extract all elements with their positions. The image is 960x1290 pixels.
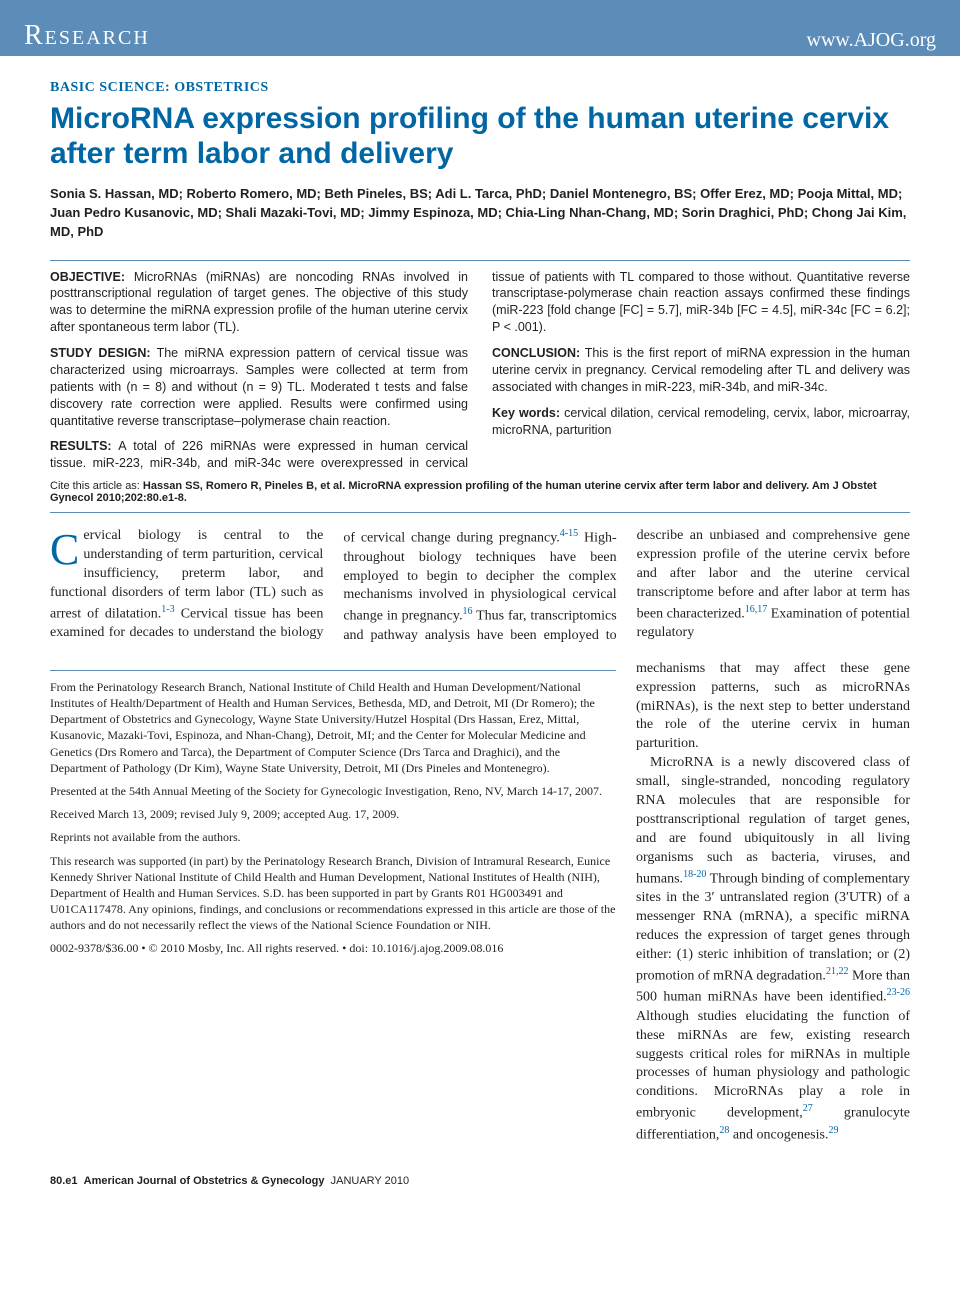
affiliations-column: From the Perinatology Research Branch, N… xyxy=(50,660,616,1146)
abstract-keywords: Key words: cervical dilation, cervical r… xyxy=(492,405,910,439)
body-para-1: Cervical biology is central to the under… xyxy=(50,527,910,646)
ref-4-15[interactable]: 4-15 xyxy=(560,528,578,539)
results-label: RESULTS: xyxy=(50,439,112,453)
divider-top xyxy=(50,260,910,261)
journal-header-bar: Research www.AJOG.org xyxy=(0,0,960,56)
footer-page: 80.e1 xyxy=(50,1175,78,1187)
abstract-objective: OBJECTIVE: MicroRNAs (miRNAs) are noncod… xyxy=(50,269,468,337)
affil-reprints: Reprints not available from the authors. xyxy=(50,829,616,845)
affil-presented: Presented at the 54th Annual Meeting of … xyxy=(50,783,616,799)
citation-line: Cite this article as: Hassan SS, Romero … xyxy=(50,480,910,504)
article-content: BASIC SCIENCE: OBSTETRICS MicroRNA expre… xyxy=(0,56,960,1169)
dropcap: C xyxy=(50,527,83,568)
footer-issue: JANUARY 2010 xyxy=(331,1175,409,1187)
divider-bottom xyxy=(50,512,910,513)
affil-received: Received March 13, 2009; revised July 9,… xyxy=(50,806,616,822)
objective-label: OBJECTIVE: xyxy=(50,270,125,284)
body-col3-b: MicroRNA is a newly discovered class of … xyxy=(636,754,910,1145)
conclusion-label: CONCLUSION: xyxy=(492,346,580,360)
affil-from: From the Perinatology Research Branch, N… xyxy=(50,679,616,776)
affiliations-block: From the Perinatology Research Branch, N… xyxy=(50,670,616,957)
affil-funding: This research was supported (in part) by… xyxy=(50,853,616,934)
ref-16-17[interactable]: 16,17 xyxy=(745,604,768,615)
design-label: STUDY DESIGN: xyxy=(50,346,151,360)
footer-journal: American Journal of Obstetrics & Gynecol… xyxy=(84,1175,325,1187)
abstract-design: STUDY DESIGN: The miRNA expression patte… xyxy=(50,345,468,429)
lower-columns: From the Perinatology Research Branch, N… xyxy=(50,660,910,1146)
page-footer: 80.e1 American Journal of Obstetrics & G… xyxy=(0,1169,960,1205)
ref-18-20[interactable]: 18-20 xyxy=(683,869,706,880)
ref-23-26[interactable]: 23-26 xyxy=(887,987,910,998)
keywords-label: Key words: xyxy=(492,406,560,420)
body-col3-a: mechanisms that may affect these gene ex… xyxy=(636,660,910,754)
ref-1-3[interactable]: 1-3 xyxy=(161,604,174,615)
citation-text: Hassan SS, Romero R, Pineles B, et al. M… xyxy=(50,480,877,504)
ref-16[interactable]: 16 xyxy=(463,606,473,617)
body-two-columns: Cervical biology is central to the under… xyxy=(50,527,910,646)
affil-copyright: 0002-9378/$36.00 • © 2010 Mosby, Inc. Al… xyxy=(50,940,616,956)
abstract-block: OBJECTIVE: MicroRNAs (miRNAs) are noncod… xyxy=(50,269,910,473)
journal-url[interactable]: www.AJOG.org xyxy=(807,29,936,52)
body-column-3: mechanisms that may affect these gene ex… xyxy=(636,660,910,1146)
ref-28[interactable]: 28 xyxy=(719,1125,729,1136)
section-heading: Research xyxy=(24,20,150,52)
article-category: BASIC SCIENCE: OBSTETRICS xyxy=(50,80,910,96)
ref-29[interactable]: 29 xyxy=(828,1125,838,1136)
abstract-conclusion: CONCLUSION: This is the first report of … xyxy=(492,345,910,396)
citation-prefix: Cite this article as: xyxy=(50,480,143,492)
ref-21-22[interactable]: 21,22 xyxy=(826,966,849,977)
author-list: Sonia S. Hassan, MD; Roberto Romero, MD;… xyxy=(50,185,910,242)
ref-27[interactable]: 27 xyxy=(803,1103,813,1114)
article-title: MicroRNA expression profiling of the hum… xyxy=(50,102,910,171)
article-body: Cervical biology is central to the under… xyxy=(50,527,910,1145)
